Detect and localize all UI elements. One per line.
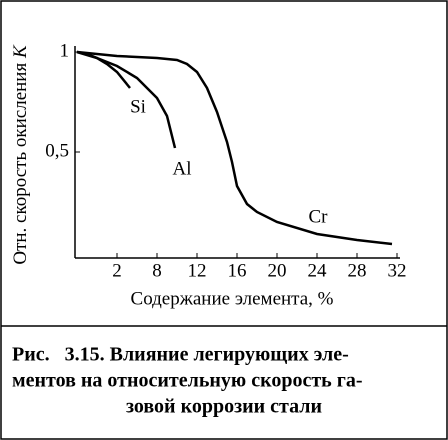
series-label: Al (173, 158, 192, 179)
line (76, 50, 177, 149)
line (76, 50, 393, 246)
x-tick-label: 8 (152, 260, 162, 281)
series-label: Cr (309, 206, 329, 227)
caption-line: ментов на относительную скорость га- (12, 370, 362, 392)
x-tick-label: 16 (228, 260, 247, 281)
x-tick-label: 32 (388, 260, 407, 281)
y-axis-symbol: K (10, 44, 31, 59)
x-tick-label: 20 (268, 260, 287, 281)
x-tick-label: 24 (308, 260, 328, 281)
x-tick-label: 2 (112, 260, 122, 281)
y-tick-label: 0,5 (45, 140, 69, 161)
series-label: Si (130, 96, 146, 117)
x-tick-label: 28 (348, 260, 367, 281)
x-tick-label: 12 (188, 260, 207, 281)
x-axis-title: Содержание элемента, % (131, 288, 334, 309)
caption-line: Рис. 3.15. Влияние легирующих эле- (12, 344, 349, 366)
y-axis-label: Отн. скорость окисления (10, 63, 31, 265)
y-tick-label: 1 (60, 40, 70, 61)
y-axis-title: Отн. скорость окисления K (10, 44, 31, 265)
caption-line: зовой коррозии стали (126, 396, 322, 418)
